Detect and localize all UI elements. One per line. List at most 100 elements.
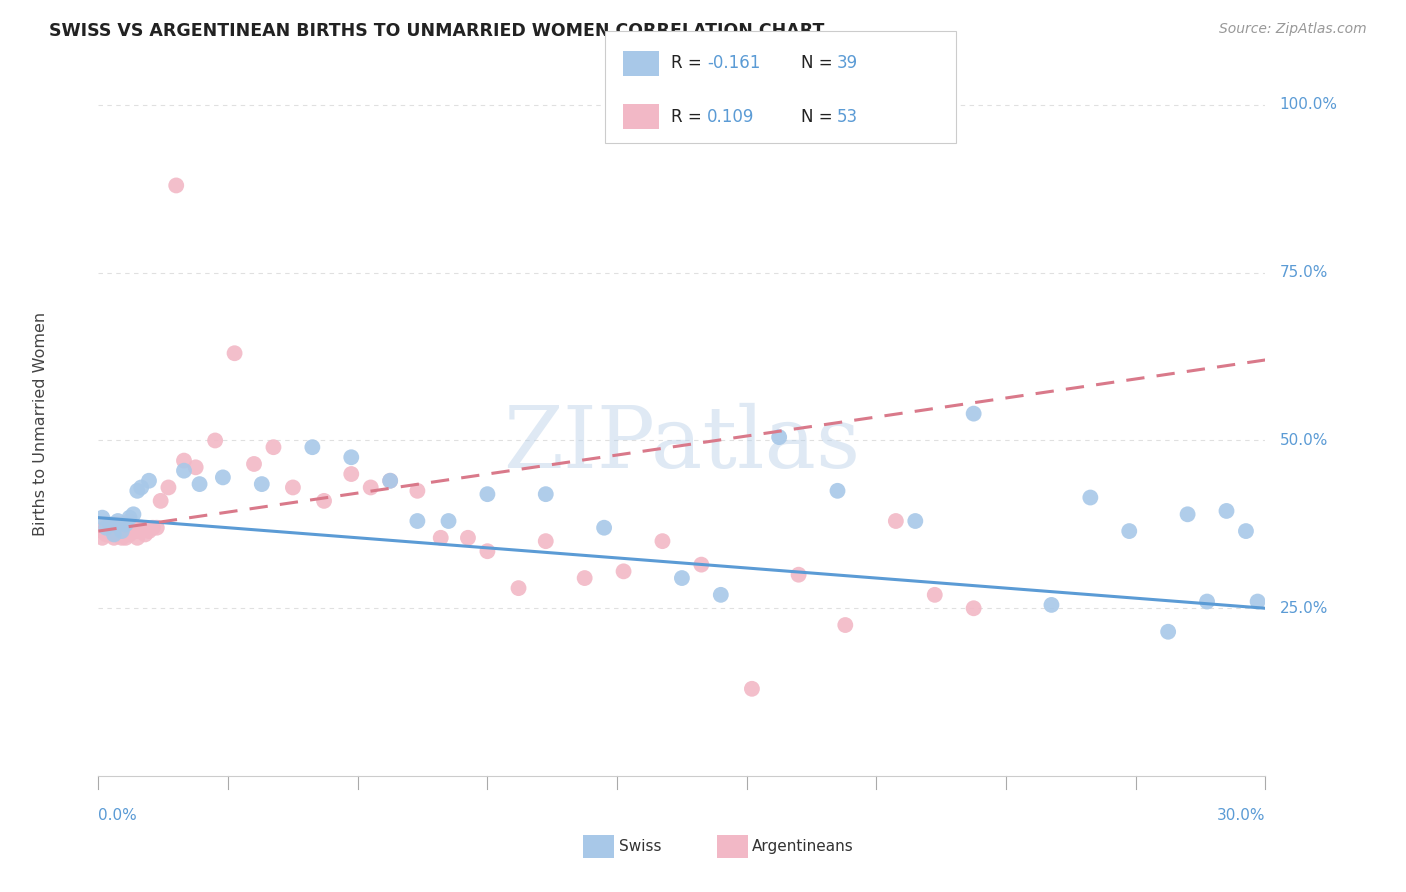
Point [457, 531, 479, 545]
Point [429, 531, 451, 545]
Point [212, 470, 235, 484]
Point [1080, 491, 1102, 505]
Point [301, 440, 323, 454]
Point [107, 517, 129, 532]
Point [173, 464, 195, 478]
Text: Argentineans: Argentineans [752, 839, 853, 854]
Text: Source: ZipAtlas.com: Source: ZipAtlas.com [1219, 22, 1367, 37]
Text: -0.161: -0.161 [707, 54, 761, 72]
Point [224, 346, 246, 360]
Point [651, 534, 673, 549]
Point [360, 480, 382, 494]
Text: SWISS VS ARGENTINEAN BIRTHS TO UNMARRIED WOMEN CORRELATION CHART: SWISS VS ARGENTINEAN BIRTHS TO UNMARRIED… [49, 22, 824, 40]
Point [1246, 594, 1268, 608]
Text: N =: N = [801, 108, 838, 126]
Point [340, 467, 363, 481]
Point [138, 474, 160, 488]
Point [96, 521, 118, 535]
Point [1234, 524, 1257, 538]
Point [173, 453, 195, 467]
Text: 100.0%: 100.0% [1279, 97, 1337, 112]
Point [671, 571, 693, 585]
Point [204, 434, 226, 448]
Point [437, 514, 460, 528]
Point [962, 601, 984, 615]
Text: Births to Unmarried Women: Births to Unmarried Women [32, 311, 48, 536]
Point [165, 178, 187, 193]
Text: N =: N = [801, 54, 838, 72]
Point [107, 514, 129, 528]
Point [111, 524, 134, 538]
Point [129, 480, 152, 494]
Text: Swiss: Swiss [619, 839, 661, 854]
Point [98, 527, 121, 541]
Point [262, 440, 284, 454]
Point [127, 483, 149, 498]
Point [114, 517, 136, 532]
Text: 25.0%: 25.0% [1279, 600, 1327, 615]
Point [157, 480, 180, 494]
Point [340, 450, 363, 465]
Point [962, 407, 984, 421]
Text: 39: 39 [837, 54, 858, 72]
Point [312, 494, 335, 508]
Point [111, 531, 134, 545]
Point [406, 483, 429, 498]
Point [690, 558, 713, 572]
Point [534, 487, 557, 501]
Point [98, 517, 121, 532]
Point [138, 524, 160, 538]
Point [146, 521, 169, 535]
Point [768, 430, 790, 444]
Point [378, 474, 402, 488]
Point [184, 460, 207, 475]
Point [91, 524, 114, 538]
Point [134, 527, 156, 541]
Point [122, 508, 145, 522]
Point [378, 474, 402, 488]
Point [1215, 504, 1237, 518]
Point [129, 521, 152, 535]
Text: 30.0%: 30.0% [1218, 808, 1265, 822]
Point [96, 517, 118, 532]
Point [741, 681, 763, 696]
Point [103, 517, 125, 532]
Text: 53: 53 [837, 108, 858, 126]
Point [91, 531, 114, 545]
Point [149, 494, 172, 508]
Point [114, 531, 136, 545]
Point [904, 514, 927, 528]
Point [827, 483, 849, 498]
Point [1118, 524, 1140, 538]
Point [96, 527, 118, 541]
Text: R =: R = [671, 108, 707, 126]
Point [250, 477, 273, 491]
Point [103, 527, 125, 541]
Text: R =: R = [671, 54, 707, 72]
Point [477, 544, 499, 558]
Point [188, 477, 211, 491]
Point [834, 618, 856, 632]
Point [127, 531, 149, 545]
Point [884, 514, 907, 528]
Point [118, 514, 141, 528]
Text: ZIPatlas: ZIPatlas [503, 403, 860, 486]
Point [142, 521, 165, 535]
Point [593, 521, 616, 535]
Point [127, 524, 149, 538]
Point [243, 457, 266, 471]
Point [508, 581, 530, 595]
Point [118, 527, 141, 541]
Point [281, 480, 304, 494]
Point [1177, 508, 1199, 522]
Point [111, 517, 134, 532]
Point [574, 571, 596, 585]
Point [477, 487, 499, 501]
Point [122, 521, 145, 535]
Point [103, 531, 125, 545]
Point [1040, 598, 1063, 612]
Text: 50.0%: 50.0% [1279, 433, 1327, 448]
Point [787, 567, 810, 582]
Point [91, 510, 114, 524]
Point [612, 565, 634, 579]
